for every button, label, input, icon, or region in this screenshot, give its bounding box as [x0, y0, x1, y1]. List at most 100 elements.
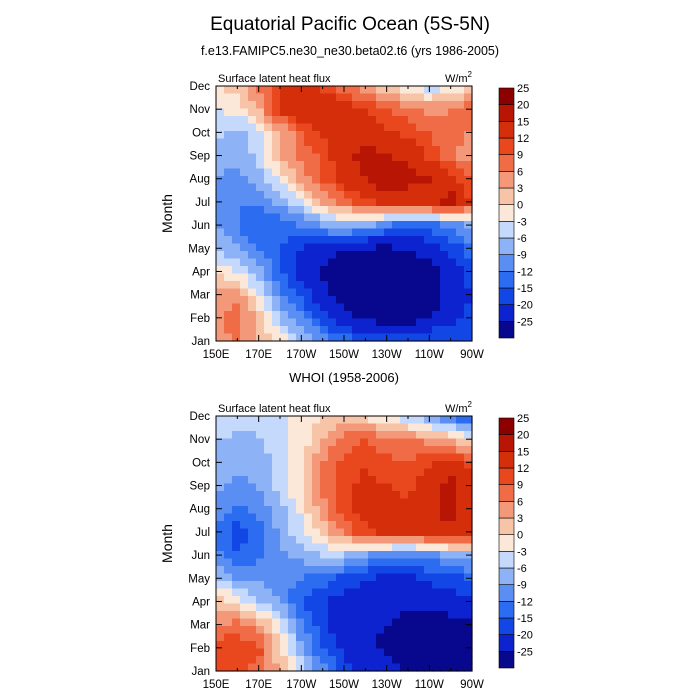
- heatmap-cell: [384, 491, 393, 500]
- heatmap-cell: [456, 528, 465, 537]
- heatmap-cell: [312, 146, 321, 155]
- heatmap-cell: [224, 333, 233, 342]
- heatmap-cell: [392, 228, 401, 237]
- heatmap-cell: [288, 528, 297, 537]
- heatmap-cell: [456, 551, 465, 560]
- heatmap-cell: [440, 461, 449, 470]
- heatmap-cell: [312, 566, 321, 575]
- heatmap-cell: [320, 236, 329, 245]
- heatmap-cell: [344, 191, 353, 200]
- heatmap-cell: [400, 558, 409, 567]
- y-tick-label: Sep: [190, 151, 210, 163]
- y-tick-label: Aug: [190, 504, 210, 516]
- heatmap-cell: [288, 123, 297, 132]
- heatmap-cell: [352, 236, 361, 245]
- heatmap-cell: [416, 558, 425, 567]
- heatmap-cell: [384, 513, 393, 522]
- heatmap-cell: [408, 153, 417, 162]
- heatmap-cell: [392, 161, 401, 170]
- heatmap-cell: [288, 183, 297, 192]
- heatmap-cell: [408, 131, 417, 140]
- heatmap-cell: [336, 281, 345, 290]
- heatmap-cell: [320, 326, 329, 335]
- heatmap-cell: [456, 228, 465, 237]
- heatmap-cell: [224, 288, 233, 297]
- heatmap-cell: [328, 476, 337, 485]
- heatmap-cell: [296, 108, 305, 117]
- heatmap-cell: [232, 498, 241, 507]
- heatmap-cell: [296, 528, 305, 537]
- heatmap-cell: [392, 506, 401, 515]
- heatmap-cell: [464, 423, 473, 432]
- heatmap-cell: [360, 116, 369, 125]
- heatmap-cell: [328, 633, 337, 642]
- heatmap-cell: [320, 131, 329, 140]
- heatmap-cell: [400, 266, 409, 275]
- heatmap-cell: [392, 566, 401, 575]
- heatmap-cell: [256, 446, 265, 455]
- heatmap-cell: [360, 131, 369, 140]
- heatmap-cell: [352, 243, 361, 252]
- heatmap-cell: [232, 446, 241, 455]
- heatmap-cell: [352, 521, 361, 530]
- heatmap-cell: [216, 573, 225, 582]
- heatmap-cell: [264, 641, 273, 650]
- heatmap-cell: [288, 258, 297, 267]
- heatmap-cell: [432, 641, 441, 650]
- heatmap-cell: [440, 498, 449, 507]
- heatmap-cell: [416, 551, 425, 560]
- heatmap-cell: [464, 468, 473, 477]
- heatmap-cell: [392, 168, 401, 177]
- heatmap-cell: [312, 551, 321, 560]
- heatmap-cell: [336, 656, 345, 665]
- heatmap-cell: [272, 431, 281, 440]
- heatmap-cell: [296, 123, 305, 132]
- heatmap-cell: [400, 588, 409, 597]
- heatmap-cell: [288, 251, 297, 260]
- heatmap-cell: [336, 288, 345, 297]
- heatmap-cell: [368, 161, 377, 170]
- heatmap-cell: [392, 93, 401, 102]
- heatmap-cell: [224, 431, 233, 440]
- heatmap-cell: [432, 176, 441, 185]
- heatmap-cell: [280, 626, 289, 635]
- heatmap-cell: [368, 273, 377, 282]
- heatmap-cell: [304, 558, 313, 567]
- heatmap-cell: [344, 521, 353, 530]
- heatmap-cell: [344, 573, 353, 582]
- heatmap-cell: [440, 633, 449, 642]
- heatmap-cell: [272, 123, 281, 132]
- heatmap-cell: [312, 633, 321, 642]
- heatmap-cell: [312, 176, 321, 185]
- heatmap-cell: [256, 273, 265, 282]
- heatmap-cell: [416, 446, 425, 455]
- heatmap-cell: [280, 176, 289, 185]
- heatmap-cell: [304, 311, 313, 320]
- colorbar-label: 6: [517, 496, 523, 508]
- heatmap-cell: [352, 281, 361, 290]
- heatmap-cell: [320, 311, 329, 320]
- heatmap-cell: [264, 311, 273, 320]
- colorbar-label: 6: [517, 166, 523, 178]
- heatmap-cell: [344, 446, 353, 455]
- heatmap-cell: [304, 431, 313, 440]
- colorbar-label: -15: [517, 613, 533, 625]
- heatmap-cell: [280, 296, 289, 305]
- heatmap-cell: [392, 131, 401, 140]
- heatmap-cell: [280, 521, 289, 530]
- heatmap-cell: [360, 461, 369, 470]
- heatmap-cell: [304, 333, 313, 342]
- heatmap-cell: [448, 498, 457, 507]
- heatmap-cell: [216, 93, 225, 102]
- heatmap-cell: [392, 258, 401, 267]
- heatmap-cell: [328, 183, 337, 192]
- heatmap-cell: [344, 281, 353, 290]
- heatmap-cell: [368, 641, 377, 650]
- heatmap-cell: [328, 521, 337, 530]
- heatmap-cell: [456, 513, 465, 522]
- heatmap-cell: [256, 476, 265, 485]
- heatmap-cell: [240, 528, 249, 537]
- heatmap-cell: [352, 311, 361, 320]
- heatmap-cell: [464, 431, 473, 440]
- heatmap-cell: [336, 596, 345, 605]
